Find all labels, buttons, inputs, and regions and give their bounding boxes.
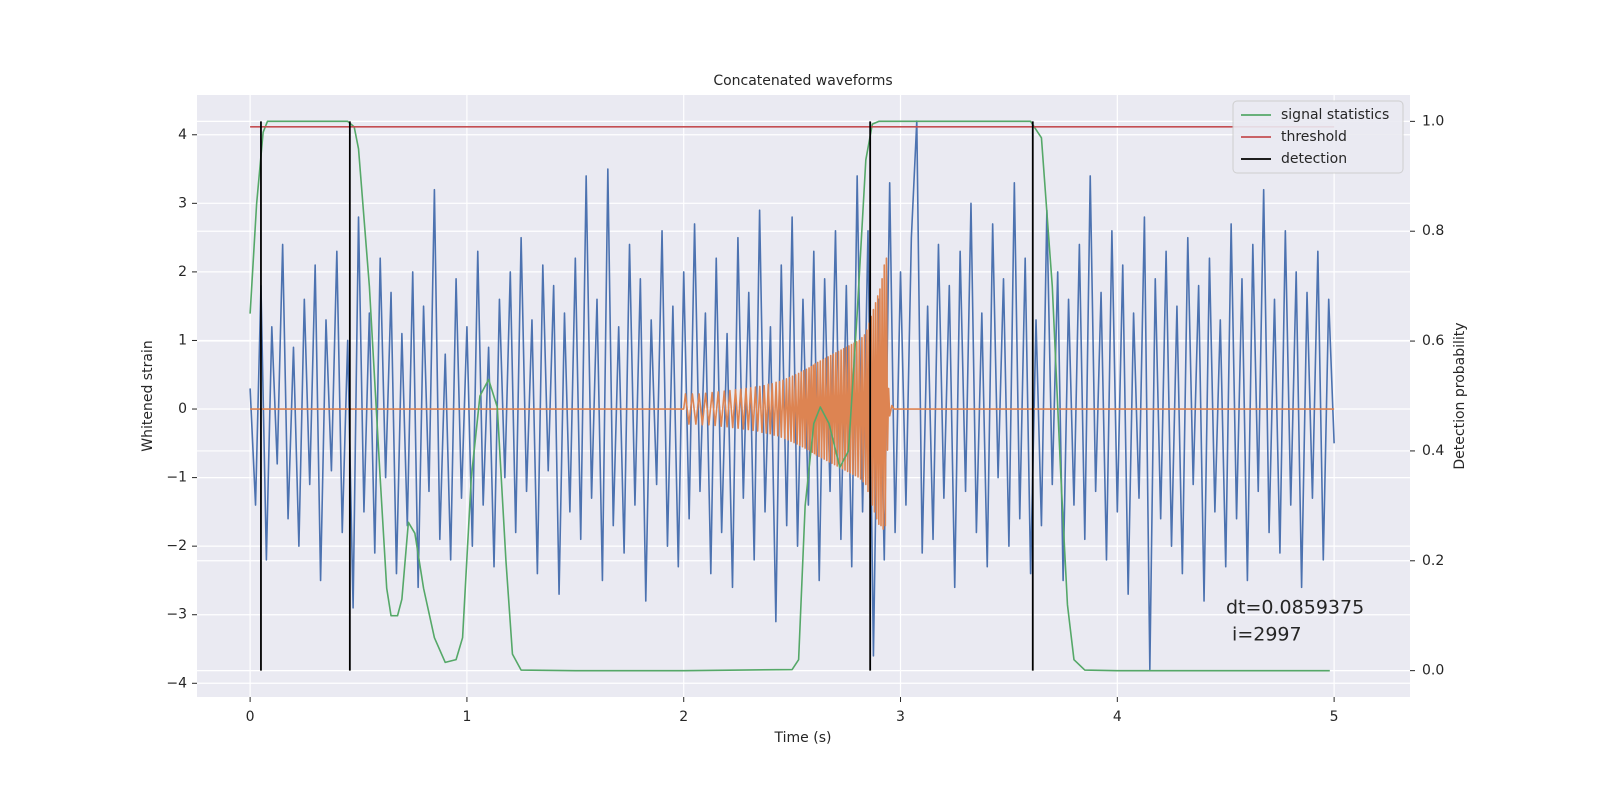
- y-tick-label: 1: [178, 332, 187, 348]
- series-line: [249, 120, 1330, 672]
- legend-label: detection: [1281, 151, 1347, 167]
- y2-axis-label: Detection probability: [1452, 322, 1468, 469]
- y-tick-label: −2: [166, 538, 187, 554]
- x-tick-label: 0: [246, 709, 255, 725]
- x-tick-label: 5: [1330, 709, 1339, 725]
- y-tick-label: 3: [178, 195, 187, 211]
- legend: [1232, 100, 1404, 174]
- y-tick-label: 4: [178, 127, 187, 143]
- legend-label: signal statistics: [1281, 107, 1389, 123]
- y2-tick-label: 0.0: [1422, 663, 1444, 679]
- annotation: i=2997: [1226, 624, 1302, 646]
- y2-tick-label: 1.0: [1422, 113, 1444, 129]
- x-tick-label: 3: [896, 709, 905, 725]
- x-tick-label: 1: [462, 709, 471, 725]
- legend-label: threshold: [1281, 129, 1347, 145]
- y2-tick-label: 0.4: [1422, 443, 1444, 459]
- y-tick-label: −3: [166, 607, 187, 623]
- y-tick-label: −4: [166, 675, 187, 691]
- y2-tick-label: 0.6: [1422, 333, 1444, 349]
- y-tick-label: 0: [178, 401, 187, 417]
- annotation: dt=0.0859375: [1226, 597, 1364, 619]
- y-tick-label: −1: [166, 470, 187, 486]
- y2-tick-label: 0.8: [1422, 223, 1444, 239]
- x-tick-label: 4: [1113, 709, 1122, 725]
- overlay: dt=0.0859375 i=2997 signal statistics thre…: [249, 100, 1404, 672]
- chart-title: Concatenated waveforms: [713, 73, 892, 89]
- y-tick-label: 2: [178, 264, 187, 280]
- x-axis-label: Time (s): [774, 730, 832, 746]
- y2-tick-label: 0.2: [1422, 553, 1444, 569]
- x-tick-label: 2: [679, 709, 688, 725]
- y-axis-label: Whitened strain: [140, 340, 156, 451]
